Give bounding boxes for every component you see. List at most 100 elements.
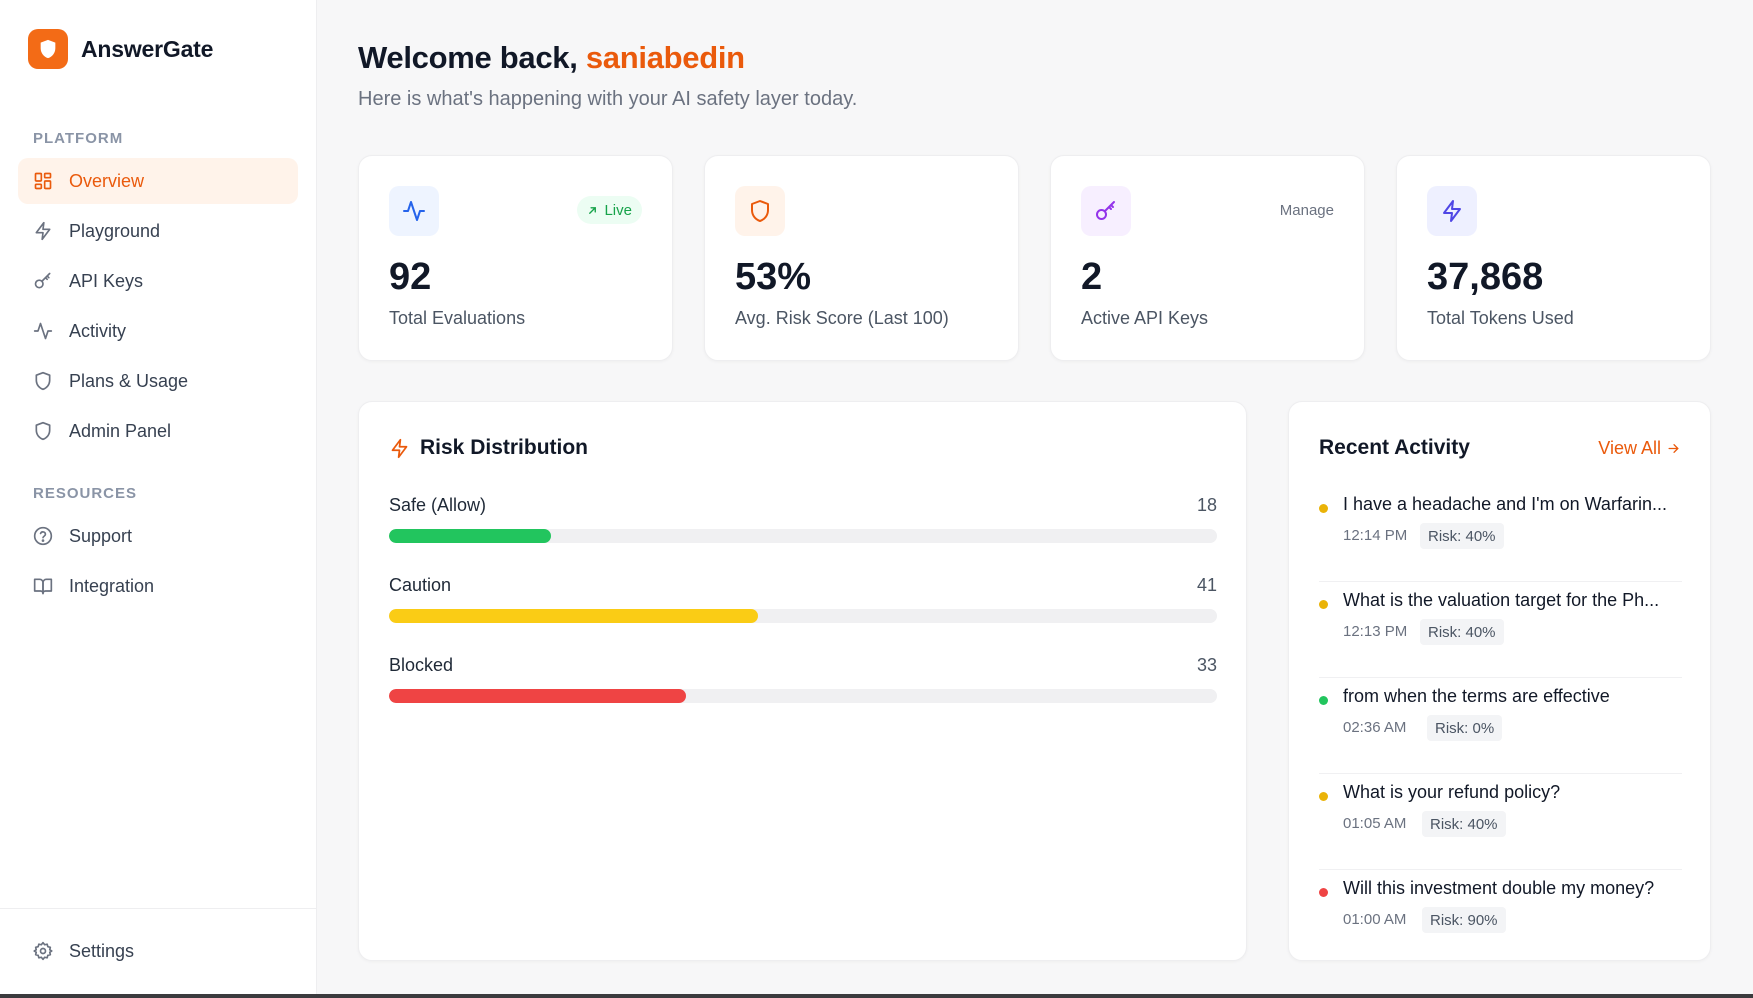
activity-text: What is the valuation target for the Ph.…	[1343, 590, 1660, 610]
view-all-label: View All	[1598, 438, 1661, 458]
risk-row-caution: Caution 41	[389, 575, 1217, 625]
shield-icon	[735, 186, 785, 236]
risk-bar-fill	[389, 609, 759, 623]
activity-item[interactable]: What is your refund policy? 01:05 AM Ris…	[1319, 774, 1682, 870]
sidebar-item-label: Support	[69, 525, 133, 546]
arrow-up-right-icon	[587, 205, 598, 216]
risk-row-safe: Safe (Allow) 18	[389, 495, 1217, 545]
activity-time: 12:14 PM	[1343, 527, 1408, 544]
sidebar-item-overview[interactable]: Overview	[18, 158, 298, 204]
bolt-icon	[389, 438, 410, 459]
sidebar-item-label: API Keys	[69, 270, 144, 291]
stat-card-total-tokens: 37,868 Total Tokens Used	[1396, 155, 1711, 361]
stat-card-active-api-keys: Manage 2 Active API Keys	[1050, 155, 1365, 361]
sidebar-item-label: Activity	[69, 320, 127, 341]
activity-time: 12:13 PM	[1343, 623, 1408, 640]
brand[interactable]: AnswerGate	[28, 29, 213, 69]
activity-item[interactable]: from when the terms are effective 02:36 …	[1319, 678, 1682, 774]
risk-bar-track	[389, 689, 1217, 703]
book-icon	[33, 576, 53, 596]
risk-label: Caution	[389, 575, 452, 595]
sidebar-item-api-keys[interactable]: API Keys	[18, 258, 298, 304]
activity-item[interactable]: I have a headache and I'm on Warfarin...…	[1319, 486, 1682, 582]
risk-title-text: Risk Distribution	[420, 436, 589, 459]
risk-dot	[1319, 888, 1328, 897]
risk-bar-track	[389, 609, 1217, 623]
bolt-icon	[1427, 186, 1477, 236]
username: saniabedin	[585, 40, 745, 75]
sidebar-item-activity[interactable]: Activity	[18, 308, 298, 354]
risk-row-blocked: Blocked 33	[389, 655, 1217, 705]
activity-icon	[389, 186, 439, 236]
risk-count: 18	[1196, 495, 1217, 515]
key-icon	[33, 271, 53, 291]
stat-card-total-evaluations: Live 92 Total Evaluations	[358, 155, 673, 361]
sidebar-item-support[interactable]: Support	[18, 513, 298, 559]
sidebar-item-plans-usage[interactable]: Plans & Usage	[18, 358, 298, 404]
nav-section-platform: PLATFORM	[33, 130, 124, 147]
risk-bar-track	[389, 529, 1217, 543]
stat-value: 92	[389, 256, 432, 298]
shield-logo-icon	[28, 29, 68, 69]
page-subtitle: Here is what's happening with your AI sa…	[358, 88, 858, 110]
activity-time: 02:36 AM	[1343, 719, 1407, 736]
risk-bar-fill	[389, 529, 552, 543]
risk-dot	[1319, 792, 1328, 801]
window-bottom-edge	[0, 994, 1753, 998]
stat-label: Total Tokens Used	[1427, 308, 1574, 328]
view-all-link[interactable]: View All	[1598, 438, 1680, 459]
sidebar-item-integration[interactable]: Integration	[18, 563, 298, 609]
live-badge: Live	[577, 196, 642, 224]
stat-value: 37,868	[1427, 256, 1544, 298]
grid-icon	[33, 171, 53, 191]
risk-bar-fill	[389, 689, 687, 703]
sidebar-item-label: Integration	[69, 575, 155, 596]
sidebar-item-label: Plans & Usage	[69, 370, 189, 391]
activity-time: 01:00 AM	[1343, 911, 1407, 928]
risk-badge: Risk: 90%	[1422, 907, 1506, 933]
shield-icon	[33, 371, 53, 391]
stat-label: Avg. Risk Score (Last 100)	[735, 308, 949, 328]
sidebar-item-admin-panel[interactable]: Admin Panel	[18, 408, 298, 454]
risk-dot	[1319, 600, 1328, 609]
recent-activity-card: Recent Activity View All I have a headac…	[1288, 401, 1711, 961]
risk-distribution-card: Risk Distribution Safe (Allow) 18 Cautio…	[358, 401, 1247, 961]
risk-count: 33	[1196, 655, 1217, 675]
activity-item[interactable]: Will this investment double my money? 01…	[1319, 870, 1682, 966]
welcome-prefix: Welcome back,	[358, 40, 578, 75]
key-icon	[1081, 186, 1131, 236]
help-circle-icon	[33, 526, 53, 546]
activity-icon	[33, 321, 53, 341]
sidebar-item-settings[interactable]: Settings	[18, 928, 298, 974]
arrow-right-icon	[1667, 442, 1680, 455]
brand-name: AnswerGate	[81, 35, 214, 62]
sidebar-item-label: Playground	[69, 220, 161, 241]
risk-distribution-title: Risk Distribution	[389, 436, 588, 460]
page-title: Welcome back, saniabedin	[358, 40, 745, 76]
sidebar-divider	[0, 908, 317, 909]
stat-card-avg-risk-score: 53% Avg. Risk Score (Last 100)	[704, 155, 1019, 361]
risk-count: 41	[1196, 575, 1217, 595]
risk-dot	[1319, 504, 1328, 513]
stat-value: 53%	[735, 256, 812, 298]
sidebar-item-label: Overview	[69, 170, 145, 191]
activity-time: 01:05 AM	[1343, 815, 1407, 832]
activity-text: I have a headache and I'm on Warfarin...	[1343, 494, 1667, 514]
activity-item[interactable]: What is the valuation target for the Ph.…	[1319, 582, 1682, 678]
risk-dot	[1319, 696, 1328, 705]
stat-value: 2	[1081, 256, 1103, 298]
activity-text: from when the terms are effective	[1343, 686, 1610, 706]
risk-label: Safe (Allow)	[389, 495, 487, 515]
stat-label: Active API Keys	[1081, 308, 1209, 328]
risk-badge: Risk: 40%	[1420, 619, 1504, 645]
risk-badge: Risk: 40%	[1422, 811, 1506, 837]
live-badge-label: Live	[604, 201, 632, 219]
bolt-icon	[33, 221, 53, 241]
shield-icon	[33, 421, 53, 441]
activity-text: Will this investment double my money?	[1343, 878, 1655, 898]
manage-link[interactable]: Manage	[1279, 202, 1334, 219]
recent-activity-title: Recent Activity	[1319, 436, 1470, 459]
stat-label: Total Evaluations	[389, 308, 526, 328]
sidebar-item-playground[interactable]: Playground	[18, 208, 298, 254]
risk-label: Blocked	[389, 655, 454, 675]
